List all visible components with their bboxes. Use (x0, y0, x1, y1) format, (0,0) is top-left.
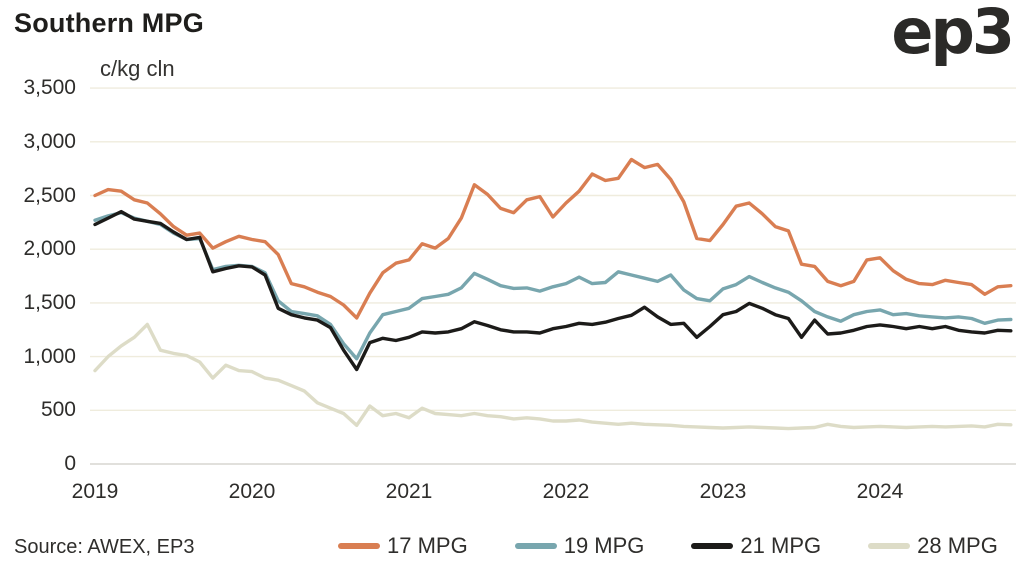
x-tick-label: 2019 (71, 480, 119, 503)
legend-label: 28 MPG (917, 533, 998, 558)
y-tick-label: 1,000 (23, 344, 76, 368)
legend-item-28-mpg: 28 MPG (868, 533, 998, 559)
legend-label: 17 MPG (387, 533, 468, 558)
legend-label: 21 MPG (740, 533, 822, 558)
series-line-21-mpg (93, 209, 1013, 372)
series-line-17-mpg (93, 157, 1013, 320)
legend-swatch (514, 543, 557, 549)
legend-item-17-mpg: 17 MPG (338, 533, 468, 559)
x-tick-label: 2023 (699, 480, 747, 503)
source-note: Source: AWEX, EP3 (14, 536, 195, 558)
ep3-logo: ep3 (891, 0, 1015, 68)
legend-swatch (691, 543, 734, 549)
chart-legend: 17 MPG 19 MPG 21 MPG 28 MPG (338, 533, 998, 559)
y-axis-units-label: c/kg cln (100, 56, 175, 81)
y-tick-label: 2,000 (23, 237, 76, 261)
legend-label: 19 MPG (563, 533, 645, 558)
y-tick-label: 500 (40, 398, 76, 422)
y-tick-label: 1,500 (23, 290, 76, 314)
x-tick-label: 2022 (542, 480, 590, 503)
x-tick-label: 2021 (385, 480, 433, 503)
legend-item-19-mpg: 19 MPG (514, 533, 645, 559)
legend-swatch (868, 543, 911, 549)
series-line-19-mpg (93, 210, 1013, 361)
y-tick-label: 0 (64, 452, 76, 475)
series-line-28-mpg (93, 322, 1013, 431)
legend-item-21-mpg: 21 MPG (691, 533, 821, 559)
x-tick-label: 2024 (856, 480, 904, 503)
y-tick-label: 2,500 (23, 183, 76, 207)
legend-swatch (338, 543, 380, 549)
y-tick-label: 3,000 (23, 129, 76, 153)
chart-title: Southern MPG (14, 8, 204, 38)
y-tick-label: 3,500 (23, 76, 76, 100)
x-tick-label: 2020 (228, 480, 276, 503)
